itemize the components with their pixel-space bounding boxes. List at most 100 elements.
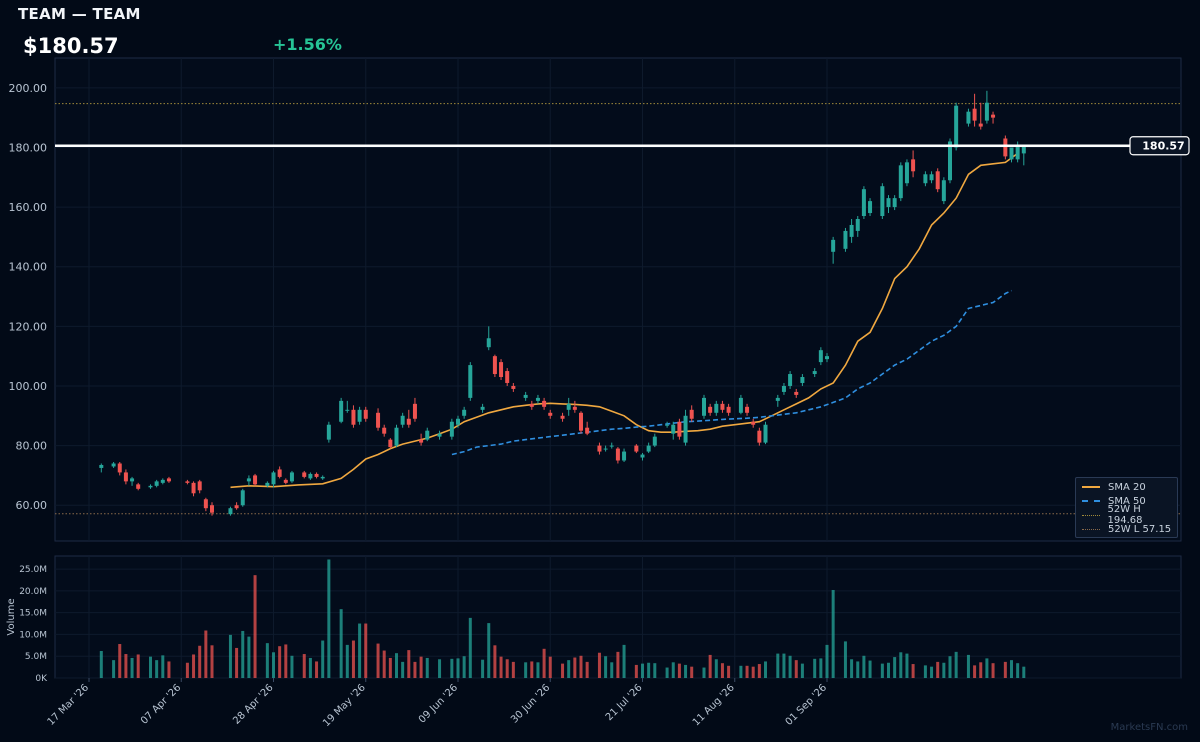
volume-bar	[321, 640, 325, 678]
candle-body	[265, 482, 270, 486]
candle-body	[1015, 145, 1020, 160]
volume-bar	[235, 647, 239, 678]
candle-body	[966, 111, 971, 124]
candle-body	[665, 424, 670, 426]
candle-body	[868, 201, 873, 214]
candle-body	[111, 463, 116, 467]
volume-bar	[597, 652, 601, 678]
volume-bar	[364, 623, 368, 678]
candle-body	[763, 424, 768, 443]
y-tick-label: 120.00	[9, 320, 48, 333]
candle-body	[499, 362, 504, 378]
volume-bar	[339, 609, 343, 678]
vol-tick-label: 20.0M	[19, 587, 47, 597]
candle-body	[117, 463, 122, 473]
volume-bar	[905, 653, 909, 678]
candle-body	[825, 356, 829, 360]
candle-body	[400, 415, 405, 425]
volume-bar	[204, 630, 208, 678]
volume-bar	[788, 655, 792, 678]
candle-body	[314, 473, 319, 477]
volume-bar	[376, 643, 380, 678]
y-tick-label: 60.00	[16, 499, 48, 512]
volume-bar	[800, 663, 804, 678]
candle-body	[148, 485, 153, 488]
volume-bar	[819, 658, 823, 678]
last-price-tag	[1129, 136, 1190, 156]
volume-bar	[247, 636, 251, 678]
legend-item-sma20: SMA 20	[1082, 480, 1146, 494]
candle-body	[511, 385, 516, 389]
volume-bar	[954, 651, 958, 678]
candle-body	[972, 108, 977, 121]
candle-body	[640, 454, 645, 458]
candle-body	[904, 162, 909, 184]
volume-bar	[776, 653, 780, 678]
candle-body	[548, 412, 553, 416]
candle-body	[886, 198, 891, 208]
volume-bar	[542, 648, 546, 678]
candle-body	[449, 421, 454, 437]
x-tick-label: 09 Jun '26	[417, 682, 460, 725]
candle-body	[326, 424, 331, 440]
volume-bar	[185, 662, 189, 678]
candle-body	[726, 406, 731, 413]
candle-body	[136, 484, 141, 489]
volume-bar	[634, 664, 638, 678]
candle-body	[197, 481, 202, 491]
volume-bar	[899, 652, 903, 678]
candle-body	[954, 105, 959, 148]
volume-bar	[425, 657, 429, 678]
candle-body	[191, 482, 196, 494]
candle-body	[794, 391, 799, 395]
candle-body	[357, 409, 362, 422]
legend-label: SMA 20	[1108, 481, 1146, 493]
candle-body	[849, 224, 854, 237]
candle-body	[720, 403, 725, 410]
last-price-label: 180.57	[1142, 140, 1184, 153]
candle-body	[283, 479, 288, 483]
volume-bar	[690, 666, 694, 678]
volume-bar	[622, 644, 626, 678]
candle-body	[781, 385, 786, 392]
candle-body	[123, 472, 128, 482]
volume-bar	[1016, 663, 1020, 678]
volume-bar	[1003, 661, 1007, 678]
candle-body	[339, 400, 344, 422]
volume-bar	[278, 646, 282, 678]
volume-bar	[887, 662, 890, 678]
volume-bar	[530, 661, 534, 678]
volume-bar	[272, 652, 275, 678]
volume-bar	[118, 644, 122, 678]
x-tick-label: 11 Aug '26	[691, 682, 737, 728]
volume-bar	[161, 655, 165, 678]
volume-bar	[671, 662, 675, 678]
volume-bar	[684, 664, 688, 678]
volume-bar	[757, 664, 761, 678]
volume-bar	[702, 667, 706, 678]
volume-bar	[241, 630, 245, 678]
candle-body	[609, 445, 614, 447]
candle-body	[714, 403, 719, 413]
volume-bar	[481, 659, 485, 678]
volume-bar	[302, 654, 306, 678]
candle-body	[738, 397, 743, 413]
candle-body	[382, 427, 387, 434]
volume-bar	[708, 654, 712, 678]
volume-bar	[99, 650, 103, 678]
candle-body	[210, 505, 214, 513]
volume-bar	[942, 662, 946, 678]
volume-bar	[714, 659, 718, 678]
candle-body	[671, 424, 676, 434]
volume-bar	[825, 644, 829, 678]
candle-body	[425, 430, 430, 440]
candle-body	[948, 141, 952, 181]
volume-bar	[720, 663, 724, 678]
volume-bar	[358, 623, 362, 678]
candle-body	[376, 412, 381, 428]
volume-bar	[345, 644, 349, 678]
y-tick-label: 200.00	[9, 82, 48, 95]
volume-bar	[198, 645, 202, 678]
volume-bar	[382, 650, 386, 678]
